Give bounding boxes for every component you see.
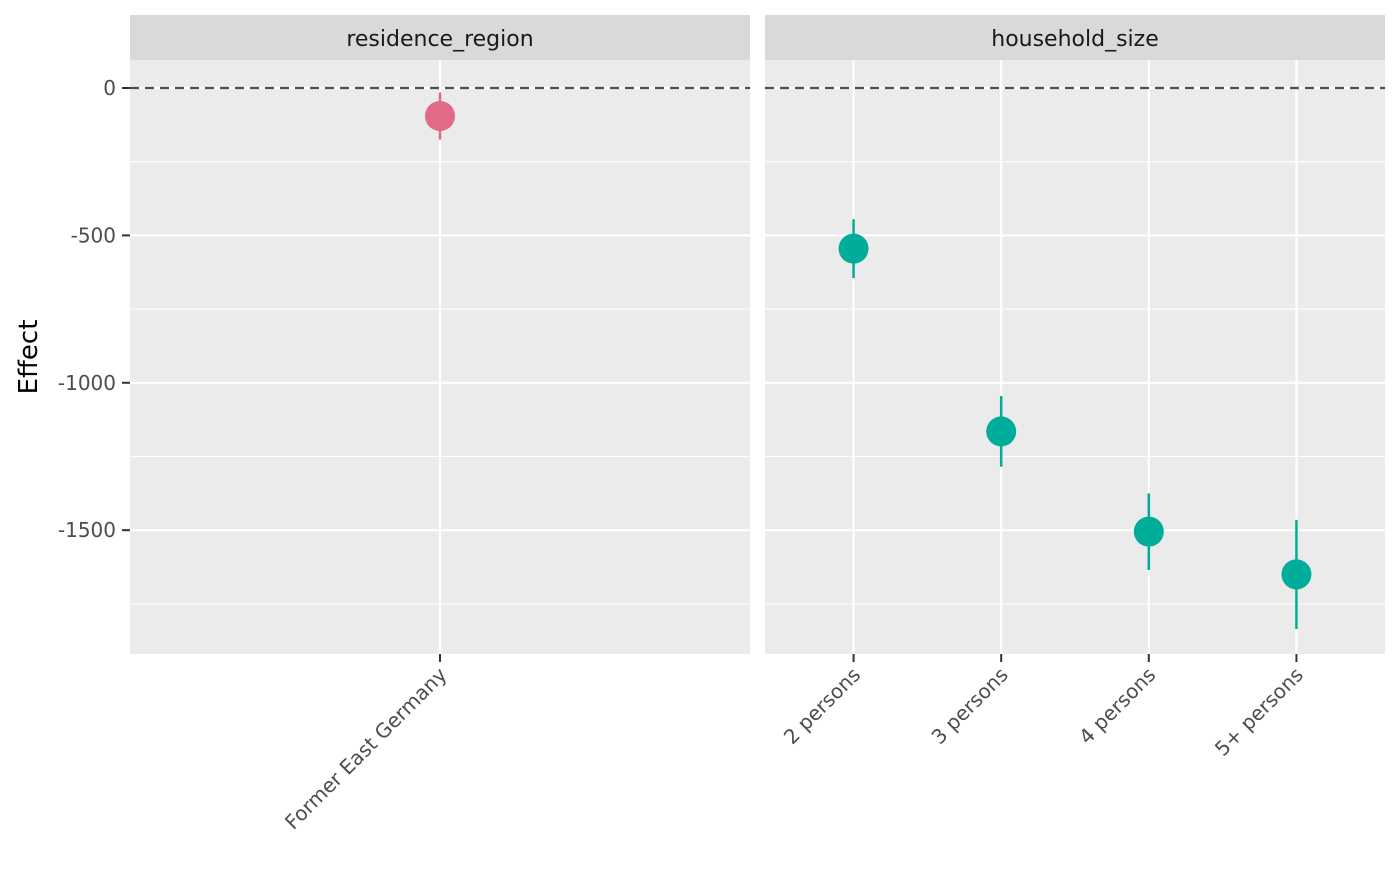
strip-label: residence_region: [346, 27, 533, 52]
panel-household_size: household_size 2 persons 3 persons 4 person…: [765, 15, 1385, 761]
data-point: [1133, 516, 1164, 547]
y-tick-label: -1000: [58, 371, 116, 395]
y-tick-label: -500: [71, 223, 116, 247]
x-tick-label: 3 persons: [926, 663, 1012, 749]
data-point: [838, 233, 869, 264]
y-tick-label: 0: [103, 76, 116, 100]
y-tick-label: -1500: [58, 518, 116, 542]
x-tick-label: 4 persons: [1074, 663, 1160, 749]
x-tick-label: Former East Germany: [280, 662, 452, 834]
data-point: [986, 416, 1017, 447]
y-axis: 0 -500 -1000 -1500: [58, 76, 130, 542]
panel-background: [765, 60, 1385, 654]
strip-background: [765, 15, 1385, 60]
strip-label: household_size: [991, 27, 1158, 52]
panels-layer: residence_region Former East Germany house…: [130, 15, 1385, 834]
data-point: [1281, 559, 1312, 590]
y-axis-title: Effect: [14, 320, 44, 395]
data-point: [425, 101, 455, 132]
x-tick-label: 2 persons: [779, 663, 865, 749]
x-tick-label: 5+ persons: [1210, 663, 1308, 761]
panel-residence_region: residence_region Former East Germany: [130, 15, 750, 834]
strip-background: [130, 15, 750, 60]
